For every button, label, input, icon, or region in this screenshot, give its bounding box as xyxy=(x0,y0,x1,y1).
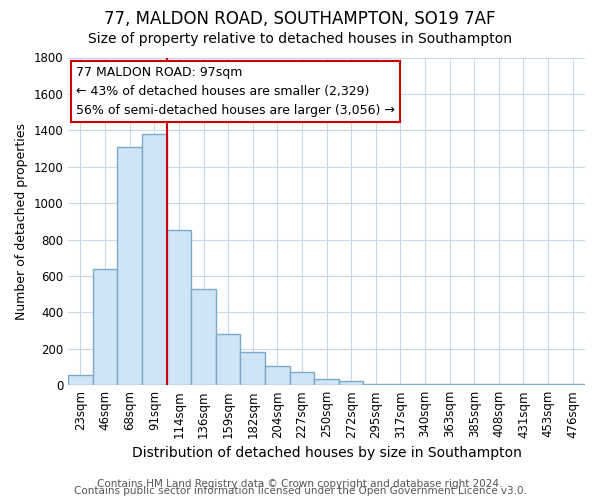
Bar xyxy=(290,372,314,385)
Text: Size of property relative to detached houses in Southampton: Size of property relative to detached ho… xyxy=(88,32,512,46)
Bar xyxy=(487,384,511,385)
Bar xyxy=(241,352,265,385)
Bar xyxy=(560,384,585,385)
Bar xyxy=(536,384,560,385)
Bar xyxy=(118,146,142,385)
Text: 77 MALDON ROAD: 97sqm
← 43% of detached houses are smaller (2,329)
56% of semi-d: 77 MALDON ROAD: 97sqm ← 43% of detached … xyxy=(76,66,395,116)
Bar xyxy=(413,384,437,385)
Bar xyxy=(388,384,413,385)
X-axis label: Distribution of detached houses by size in Southampton: Distribution of detached houses by size … xyxy=(131,446,521,460)
Bar xyxy=(265,366,290,385)
Bar xyxy=(93,268,118,385)
Text: Contains HM Land Registry data © Crown copyright and database right 2024.: Contains HM Land Registry data © Crown c… xyxy=(97,479,503,489)
Bar xyxy=(437,384,462,385)
Bar xyxy=(68,375,93,385)
Bar xyxy=(142,134,167,385)
Bar xyxy=(314,379,339,385)
Bar xyxy=(364,384,388,385)
Y-axis label: Number of detached properties: Number of detached properties xyxy=(15,123,28,320)
Text: 77, MALDON ROAD, SOUTHAMPTON, SO19 7AF: 77, MALDON ROAD, SOUTHAMPTON, SO19 7AF xyxy=(104,10,496,28)
Bar xyxy=(216,334,241,385)
Bar xyxy=(191,288,216,385)
Bar xyxy=(462,384,487,385)
Bar xyxy=(339,380,364,385)
Text: Contains public sector information licensed under the Open Government Licence v3: Contains public sector information licen… xyxy=(74,486,526,496)
Bar xyxy=(511,384,536,385)
Bar xyxy=(167,230,191,385)
